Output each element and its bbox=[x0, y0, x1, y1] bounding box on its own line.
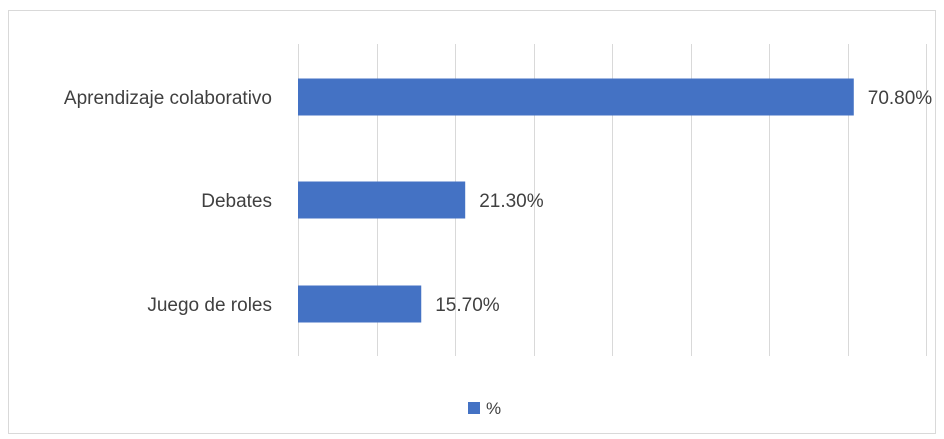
bar bbox=[298, 285, 422, 323]
category-label: Debates bbox=[201, 191, 272, 212]
category-label: Aprendizaje colaborativo bbox=[64, 88, 272, 109]
value-labels: 70.80% 21.30% 15.70% bbox=[435, 88, 932, 316]
data-label: 21.30% bbox=[479, 191, 544, 212]
data-label: 15.70% bbox=[435, 295, 500, 316]
legend-swatch bbox=[468, 402, 480, 414]
bar bbox=[298, 181, 466, 219]
bars bbox=[298, 78, 854, 323]
bar bbox=[298, 78, 854, 116]
legend: % bbox=[468, 399, 501, 418]
legend-label: % bbox=[486, 399, 501, 418]
category-label: Juego de roles bbox=[147, 295, 272, 316]
category-labels: Aprendizaje colaborativo Debates Juego de … bbox=[64, 88, 272, 316]
data-label: 70.80% bbox=[868, 88, 933, 109]
